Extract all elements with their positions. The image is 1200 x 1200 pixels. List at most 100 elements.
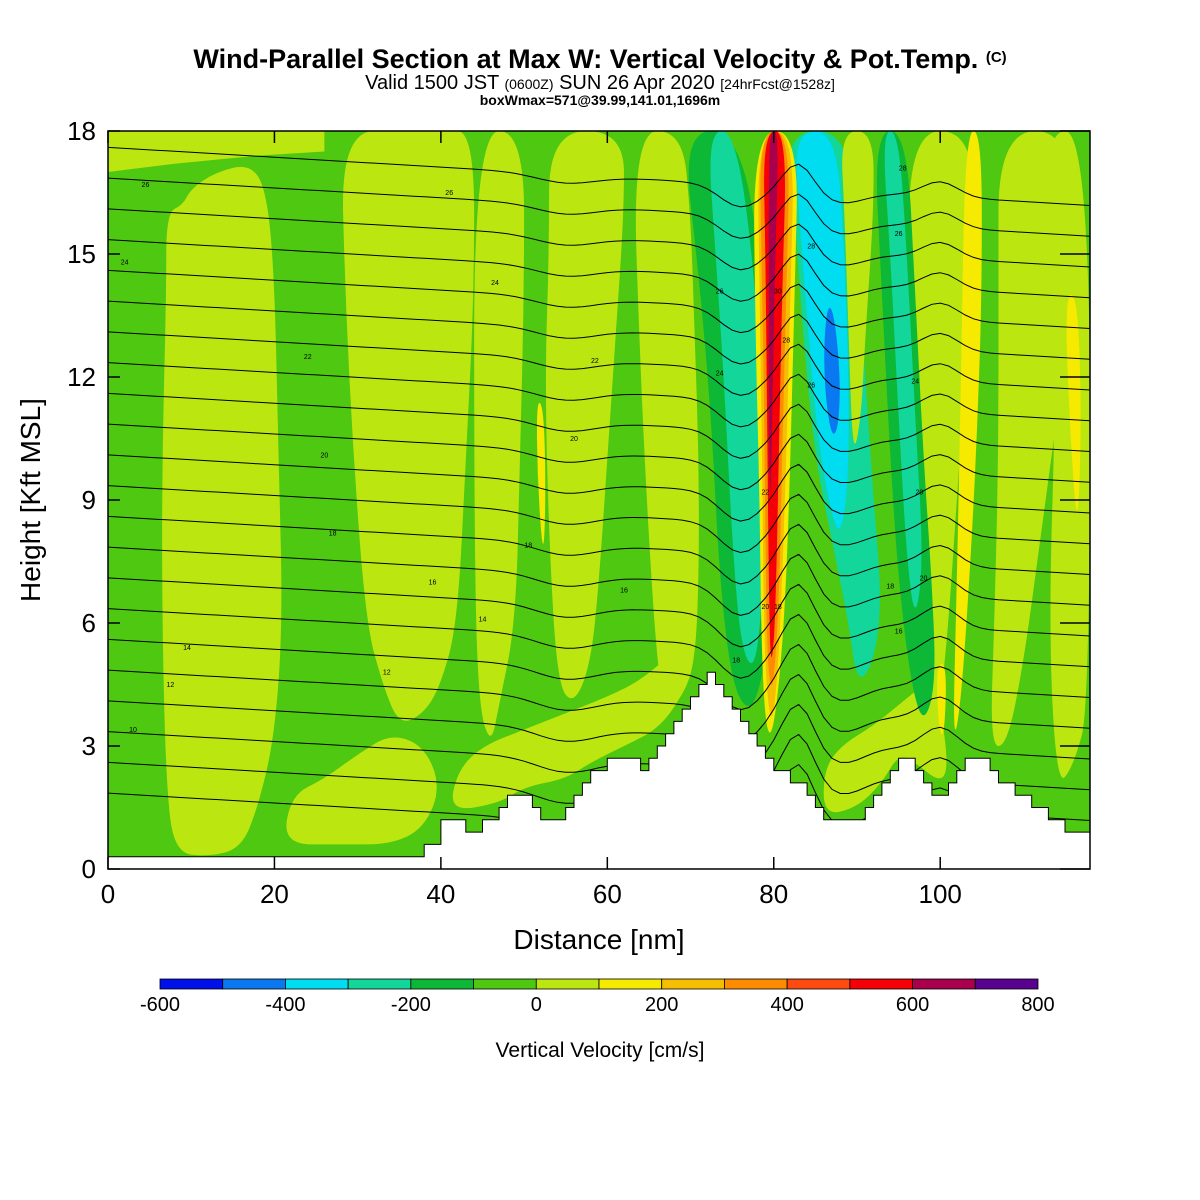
theta-contour-labels: 26 26 24 24 22 22 20 20 18 18 16 16 14 14 12 12 10 26 24 22… [121, 165, 928, 734]
theta-contour-line [108, 454, 1090, 522]
downdraft-teal-east-column [884, 131, 922, 608]
updraft-region-low [286, 737, 437, 845]
yellow-column-2 [954, 131, 982, 730]
theta-contour-line [108, 239, 1090, 302]
forecast-hour: [24hrFcst@1528z] [720, 76, 835, 92]
colorbar-tick-label: 200 [645, 994, 678, 1016]
chart-title: Wind-Parallel Section at Max W: Vertical… [0, 44, 1200, 75]
theta-contour-label: 24 [491, 280, 499, 287]
axis-ticks: 0 20 40 60 80 100 0 3 6 9 12 15 18 [67, 116, 1090, 909]
chart-box-info: boxWmax=571@39.99,141.01,1696m [479, 92, 721, 108]
theta-contour-line [108, 392, 1090, 459]
theta-contour-line [108, 177, 1090, 239]
y-tick-label: 12 [67, 362, 96, 392]
theta-contour-label: 14 [183, 645, 191, 652]
y-tick-label: 6 [82, 608, 96, 638]
theta-contour-label: 20 [570, 436, 578, 443]
colorbar-swatch [912, 978, 976, 990]
colorbar-tick-label: 600 [896, 994, 929, 1016]
x-tick-label: 40 [426, 879, 455, 909]
theta-contour-label: 30 [774, 288, 782, 295]
theta-contour-label: 26 [142, 182, 150, 189]
theta-contour-line [108, 269, 1090, 334]
theta-contour-label: 20 [915, 489, 923, 496]
valid-time: Valid 1500 JST [365, 72, 499, 94]
colorbar-swatch [598, 978, 663, 990]
theta-contour-label: 12 [167, 682, 175, 689]
valid-time-utc: (0600Z) [504, 76, 554, 92]
colorbar-swatch [222, 978, 286, 990]
colorbar-swatch [285, 978, 349, 990]
theta-contour-label: 26 [716, 288, 724, 295]
updraft-region-west-3 [108, 131, 325, 172]
x-tick-label: 0 [101, 879, 115, 909]
colorbar-tick-label: -400 [265, 994, 305, 1016]
yellow-column-1 [536, 402, 546, 544]
colorbar-swatch [159, 978, 224, 990]
chart-title-text: Wind-Parallel Section at Max W: Vertical… [193, 44, 979, 74]
theta-contour-label: 16 [429, 580, 437, 587]
yellow-column-3 [1066, 295, 1081, 511]
x-tick-label: 100 [919, 879, 962, 909]
terrain [108, 671, 1090, 869]
updraft-region-west-1 [162, 166, 282, 856]
downdraft-blue-core [824, 307, 840, 434]
theta-contour-label: 28 [807, 243, 815, 250]
colorbar-swatch [661, 978, 725, 990]
theta-contour-label: 22 [304, 354, 312, 361]
colorbar: -600 -400 -200 0 200 400 600 800 [140, 978, 1055, 1016]
x-tick-label: 80 [759, 879, 788, 909]
colorbar-swatch [724, 978, 788, 990]
theta-contour-label: 12 [383, 670, 391, 677]
colorbar-tick-label: 400 [770, 994, 803, 1016]
yellow-column-4 [937, 664, 946, 735]
y-tick-label: 9 [82, 485, 96, 515]
theta-contour-label: 16 [895, 629, 903, 636]
theta-contour-label: 10 [129, 727, 137, 734]
colorbar-swatch [786, 978, 851, 990]
colorbar-swatch [410, 978, 474, 990]
theta-contour-label: 16 [620, 588, 628, 595]
y-axis-label: Height [Kft MSL] [15, 398, 46, 602]
theta-contour-label: 26 [895, 231, 903, 238]
theta-contour-line [108, 300, 1090, 365]
updraft-region-low-2 [452, 656, 688, 809]
theta-contour-label: 18 [329, 530, 337, 537]
updraft-region-east-3 [1046, 131, 1090, 778]
updraft-lime-east-core [842, 131, 874, 444]
theta-contour-line [108, 146, 1090, 208]
colorbar-swatch [974, 978, 1039, 990]
theta-contour-line [108, 669, 1090, 742]
colorbar-swatch [347, 978, 412, 990]
theta-contour-label: 14 [479, 616, 487, 623]
x-tick-label: 20 [260, 879, 289, 909]
theta-contour-label: 26 [445, 190, 453, 197]
theta-contour-line [108, 362, 1090, 428]
chart-subtitle: Valid 1500 JST (0600Z) SUN 26 Apr 2020 [… [0, 72, 1200, 95]
theta-contour-line [108, 638, 1090, 711]
theta-contour-label: 22 [762, 489, 770, 496]
theta-contour-line [108, 485, 1090, 554]
colorbar-tick-label: 0 [531, 994, 542, 1016]
colorbar-tick-label: -600 [140, 994, 180, 1016]
updraft-maroon-core [768, 131, 778, 492]
colorbar-swatch [473, 978, 537, 990]
plot-area: 26 26 24 24 22 22 20 20 18 18 16 16 14 14 12 12 10 26 24 22… [108, 131, 1090, 869]
colorbar-swatch [849, 978, 913, 990]
colorbar-tick-label: 800 [1021, 994, 1054, 1016]
valid-date: SUN 26 Apr 2020 [559, 72, 715, 94]
colorbar-swatch [535, 978, 600, 990]
colorbar-tick-label: -200 [391, 994, 431, 1016]
theta-contour-label: 20 [920, 575, 928, 582]
theta-contour-label: 18 [774, 604, 782, 611]
vertical-velocity-field [108, 131, 1090, 856]
theta-contour-line [108, 331, 1090, 396]
colorbar-title: Vertical Velocity [cm/s] [496, 1039, 705, 1062]
theta-contour-label: 20 [320, 452, 328, 459]
theta-contour-label: 20 [762, 604, 770, 611]
theta-contour-label: 28 [899, 165, 907, 172]
theta-contour-label: 26 [807, 383, 815, 390]
theta-contour-line [108, 608, 1090, 679]
theta-contour-label: 18 [732, 657, 740, 664]
